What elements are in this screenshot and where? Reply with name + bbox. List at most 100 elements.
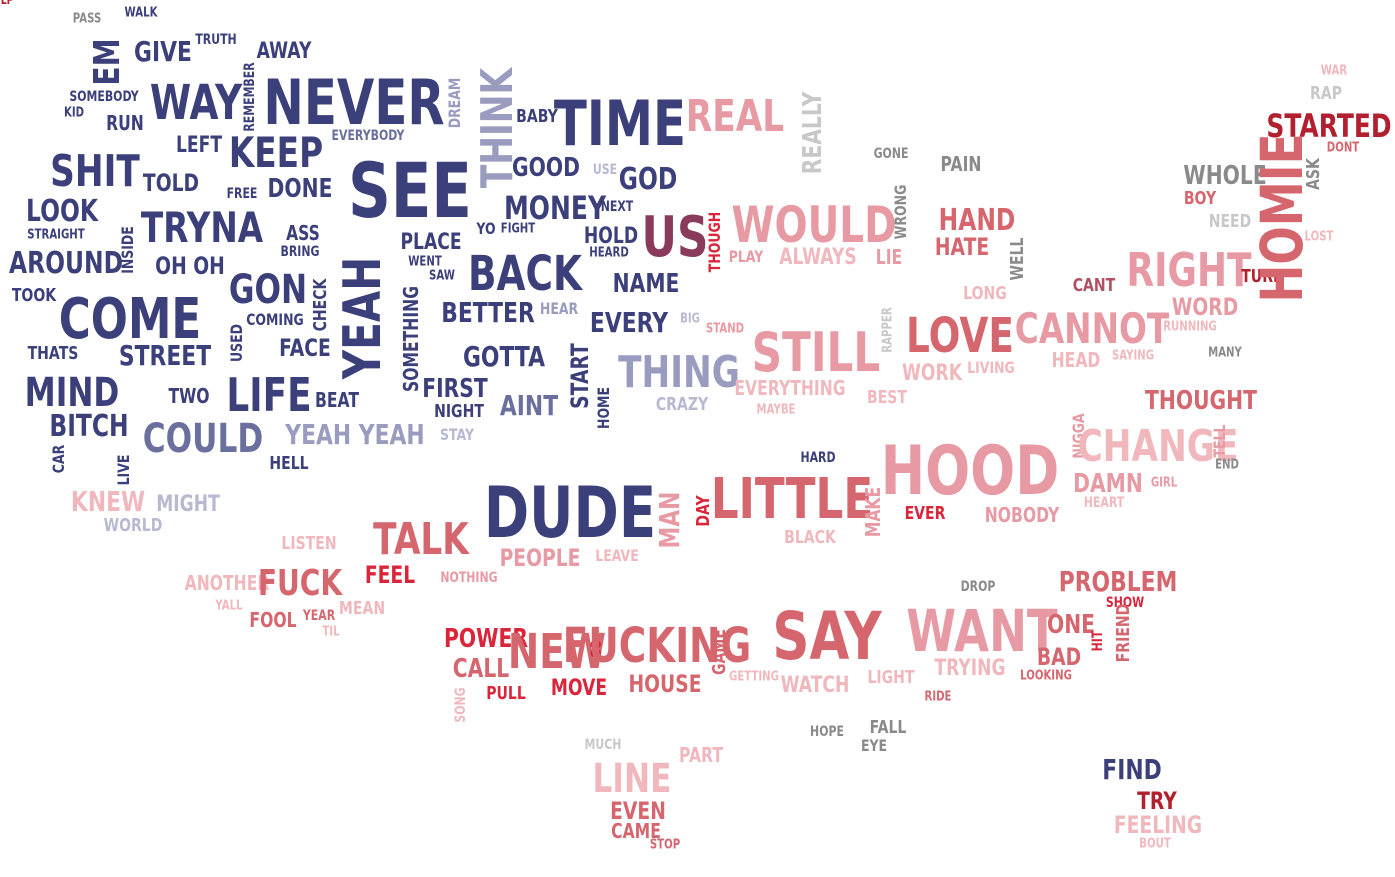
word-thing: THING — [618, 347, 740, 398]
word-call: CALL — [452, 654, 510, 684]
word-give: GIVE — [134, 35, 192, 68]
word-much: MUCH — [584, 737, 622, 753]
word-head: HEAD — [1051, 348, 1101, 372]
word-big: BIG — [680, 311, 700, 327]
word-aint: AINT — [499, 389, 559, 422]
word-crazy: CRAZY — [655, 394, 709, 415]
word-stand: STAND — [705, 321, 745, 337]
word-dont: DONT — [1326, 140, 1360, 156]
word-free: FREE — [226, 186, 258, 202]
word-make: MAKE — [861, 486, 885, 538]
word-boy: BOY — [1183, 188, 1217, 209]
word-part: PART — [678, 743, 724, 767]
word-show: SHOW — [1105, 595, 1145, 611]
word-gone: GONE — [873, 146, 909, 162]
word-girl: GIRL — [1150, 475, 1178, 491]
word-tell: TELL — [1210, 424, 1229, 458]
word-dream: DREAM — [445, 77, 464, 129]
word-thats: THATS — [27, 343, 79, 364]
word-would: WOULD — [731, 196, 897, 254]
word-time: TIME — [553, 87, 687, 160]
word-face: FACE — [279, 334, 331, 362]
word-hood: HOOD — [880, 432, 1060, 511]
word-new: NEW — [507, 624, 607, 680]
word-car: CAR — [49, 444, 68, 474]
word-heard: HEARD — [589, 245, 629, 261]
word-truth: TRUTH — [195, 32, 237, 48]
word-little: LITTLE — [710, 467, 874, 532]
word-pull: PULL — [486, 683, 526, 704]
word-another: ANOTHER — [184, 571, 270, 595]
word-find: FIND — [1102, 753, 1162, 786]
word-could: COULD — [142, 416, 264, 462]
word-hit: HIT — [1090, 630, 1106, 652]
word-feel: FEEL — [364, 561, 416, 589]
word-home: HOME — [594, 387, 613, 429]
word-yo: YO — [476, 219, 496, 238]
word-done: DONE — [267, 174, 333, 204]
word-say: SAY — [772, 598, 882, 675]
word-black: BLACK — [784, 527, 836, 548]
word-street: STREET — [118, 339, 212, 372]
word-house: HOUSE — [628, 670, 702, 698]
word-talk: TALK — [373, 514, 469, 565]
word-real: REAL — [685, 91, 785, 142]
word-people: PEOPLE — [499, 544, 581, 572]
word-help: HELP — [0, 0, 14, 7]
word-ass: ASS — [286, 221, 320, 245]
word-every: EVERY — [589, 306, 669, 339]
word-try: TRY — [1137, 787, 1177, 815]
word-cannot: CANNOT — [1014, 304, 1170, 353]
word-stop: STOP — [649, 837, 681, 853]
word-gotta: GOTTA — [463, 340, 545, 373]
word-problem: PROBLEM — [1058, 565, 1178, 598]
word-shit: SHIT — [50, 146, 140, 197]
word-nobody: NOBODY — [984, 503, 1060, 527]
word-use: USE — [592, 162, 618, 178]
word-fuck: FUCK — [257, 563, 343, 604]
word-watch: WATCH — [780, 673, 850, 698]
word-straight: STRAIGHT — [27, 227, 85, 243]
word-something: SOMETHING — [399, 285, 423, 393]
word-two: TWO — [168, 384, 210, 408]
word-hear: HEAR — [539, 299, 579, 318]
word-might: MIGHT — [156, 492, 220, 517]
word-look: LOOK — [25, 194, 99, 229]
word-though: THOUGH — [705, 211, 724, 273]
word-night: NIGHT — [434, 401, 484, 422]
word-hell: HELL — [269, 453, 309, 474]
word-came: CAME — [611, 819, 661, 843]
word-coming: COMING — [246, 310, 304, 329]
word-word: WORD — [1171, 293, 1239, 321]
word-love: LOVE — [906, 308, 1014, 364]
word-better: BETTER — [441, 296, 535, 329]
word-somebody: SOMEBODY — [69, 89, 139, 105]
word-dude: DUDE — [483, 472, 657, 554]
word-til: TIL — [322, 624, 340, 640]
word-yeah-yeah: YEAH YEAH — [285, 418, 425, 451]
word-war: WAR — [1320, 63, 1348, 79]
word-song: SONG — [453, 687, 469, 723]
word-saying: SAYING — [1111, 348, 1155, 364]
word-bring: BRING — [280, 244, 320, 260]
word-ever: EVER — [904, 503, 946, 524]
word-power: POWER — [444, 624, 528, 654]
word-hard: HARD — [800, 450, 836, 466]
word-looking: LOOKING — [1020, 668, 1072, 684]
word-knew: KNEW — [70, 485, 146, 518]
word-light: LIGHT — [867, 667, 915, 688]
word-beat: BEAT — [314, 388, 360, 412]
word-everybody: EVERYBODY — [331, 128, 405, 144]
word-way: WAY — [149, 75, 243, 131]
word-bitch: BITCH — [49, 409, 129, 444]
word-end: END — [1215, 457, 1239, 473]
word-damn: DAMN — [1073, 469, 1143, 499]
word-fight: FIGHT — [500, 221, 536, 237]
word-wrong: WRONG — [891, 184, 910, 240]
word-never: NEVER — [263, 66, 445, 139]
word-many: MANY — [1208, 345, 1242, 361]
word-kid: KID — [63, 105, 85, 121]
word-left: LEFT — [175, 133, 223, 158]
word-back: BACK — [467, 246, 583, 302]
